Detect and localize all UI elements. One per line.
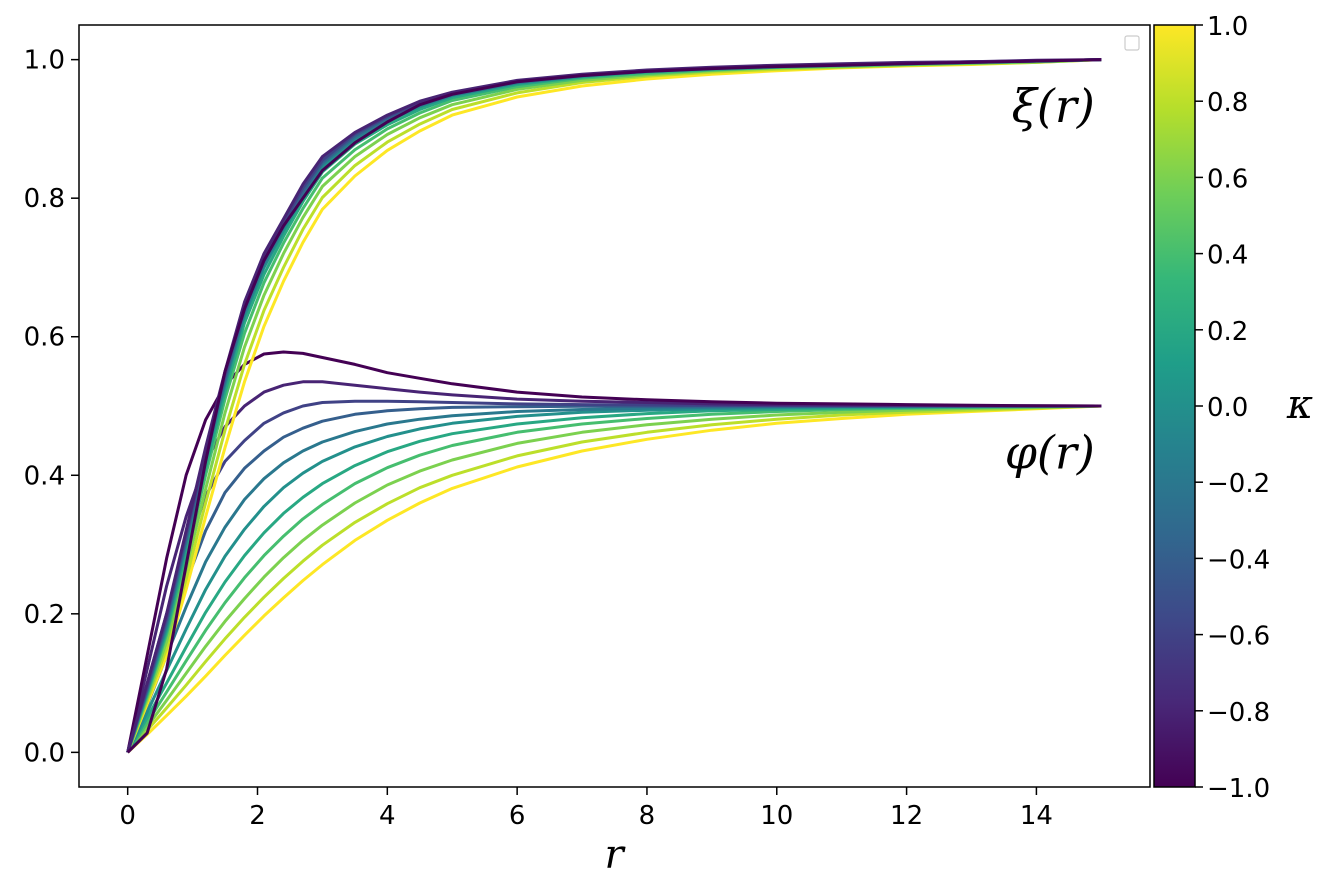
phi-curve-kappa-neg0p4 xyxy=(126,404,1102,753)
y-tick-label: 0.0 xyxy=(24,738,65,768)
phi-curve-kappa-0p4 xyxy=(126,404,1102,754)
phi-curve-kappa-0p8 xyxy=(126,404,1102,754)
colorbar-tick-label: 0.8 xyxy=(1207,88,1248,118)
colorbar-tick-label: 0.6 xyxy=(1207,164,1248,194)
phi-curve-kappa-neg1 xyxy=(126,350,1102,753)
colorbar-tick-label: 1.0 xyxy=(1207,12,1248,42)
colorbar-tick-label: −1.0 xyxy=(1207,774,1270,804)
plot-curves xyxy=(126,58,1102,754)
phi-curve-kappa-0p6 xyxy=(126,404,1102,754)
y-tick-label: 0.4 xyxy=(24,461,65,491)
phi-curve-kappa-0 xyxy=(126,404,1102,754)
annotation-xi: ξ(r) xyxy=(1012,79,1095,133)
x-tick-label: 2 xyxy=(249,801,266,831)
x-tick-label: 10 xyxy=(760,801,793,831)
plot-frame xyxy=(78,24,1151,788)
colorbar-label: κ xyxy=(1286,382,1313,428)
y-tick-label: 0.8 xyxy=(24,184,65,214)
y-tick-label: 0.6 xyxy=(24,323,65,353)
phi-curve-kappa-neg0p2 xyxy=(126,404,1102,753)
colorbar-tick-label: −0.6 xyxy=(1207,622,1270,652)
x-tick-label: 4 xyxy=(379,801,396,831)
x-tick-label: 14 xyxy=(1020,801,1053,831)
colorbar-tick-label: −0.2 xyxy=(1207,469,1270,499)
colorbar xyxy=(1154,25,1195,787)
phi-curve-kappa-0p2 xyxy=(126,404,1102,754)
x-tick-label: 6 xyxy=(509,801,526,831)
y-tick-label: 0.2 xyxy=(24,600,65,630)
colorbar-ticks: 1.0 0.8 0.6 0.4 0.2 0.0 −0.2 −0.4 −0.6 −0.8 −1.0 xyxy=(1195,12,1270,804)
xi-curve-kappa-neg1 xyxy=(126,58,1102,754)
colorbar-tick-label: 0.2 xyxy=(1207,317,1248,347)
legend-box xyxy=(1124,35,1140,51)
x-axis: 0 2 4 6 8 10 12 14 xyxy=(119,787,1053,831)
y-tick-label: 1.0 xyxy=(24,46,65,76)
phi-curve-kappa-neg0p6 xyxy=(126,399,1102,753)
y-axis: 0.0 0.2 0.4 0.6 0.8 1.0 xyxy=(24,46,79,768)
colorbar-tick-label: −0.4 xyxy=(1207,545,1270,575)
annotation-phi: φ(r) xyxy=(1005,425,1095,479)
x-tick-label: 8 xyxy=(639,801,656,831)
x-tick-label: 12 xyxy=(890,801,923,831)
x-axis-label: r xyxy=(604,832,626,878)
colorbar-tick-label: 0.4 xyxy=(1207,241,1248,271)
colorbar-tick-label: 0.0 xyxy=(1207,393,1248,423)
phi-curve-kappa-1 xyxy=(126,404,1102,754)
colorbar-tick-label: −0.8 xyxy=(1207,698,1270,728)
x-tick-label: 0 xyxy=(119,801,136,831)
